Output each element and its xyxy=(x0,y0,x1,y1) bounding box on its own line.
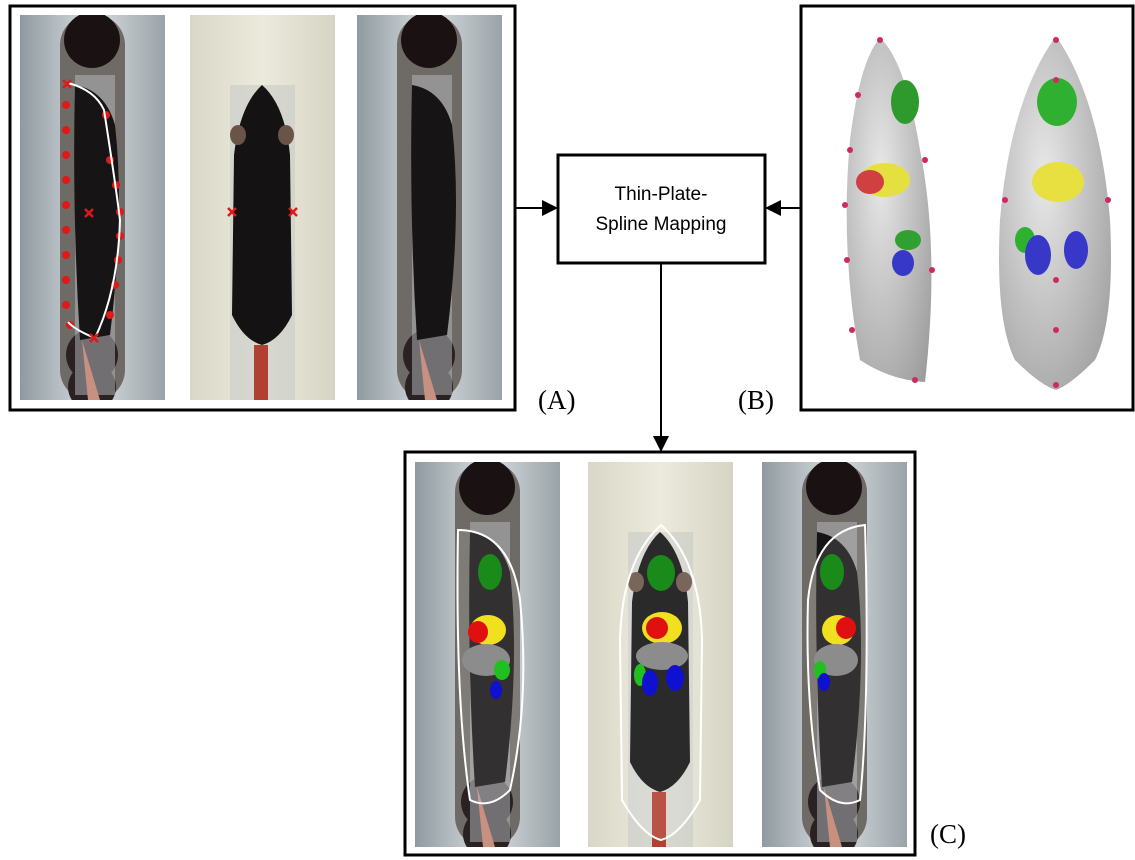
panel-label: (A) xyxy=(538,385,575,415)
mouse-top-image xyxy=(190,15,335,400)
panel-label: (C) xyxy=(930,819,966,849)
mapping-box-text: Thin-Plate- xyxy=(615,184,708,205)
panel-label: (B) xyxy=(738,385,774,415)
mapping-box-text: Spline Mapping xyxy=(596,214,727,235)
mouse-side-image xyxy=(20,12,165,411)
mouse-side-image xyxy=(357,12,502,411)
figure: Thin-Plate- Spline Mapping (A) (B) (C) xyxy=(0,0,1135,860)
mapping-box xyxy=(558,155,765,263)
